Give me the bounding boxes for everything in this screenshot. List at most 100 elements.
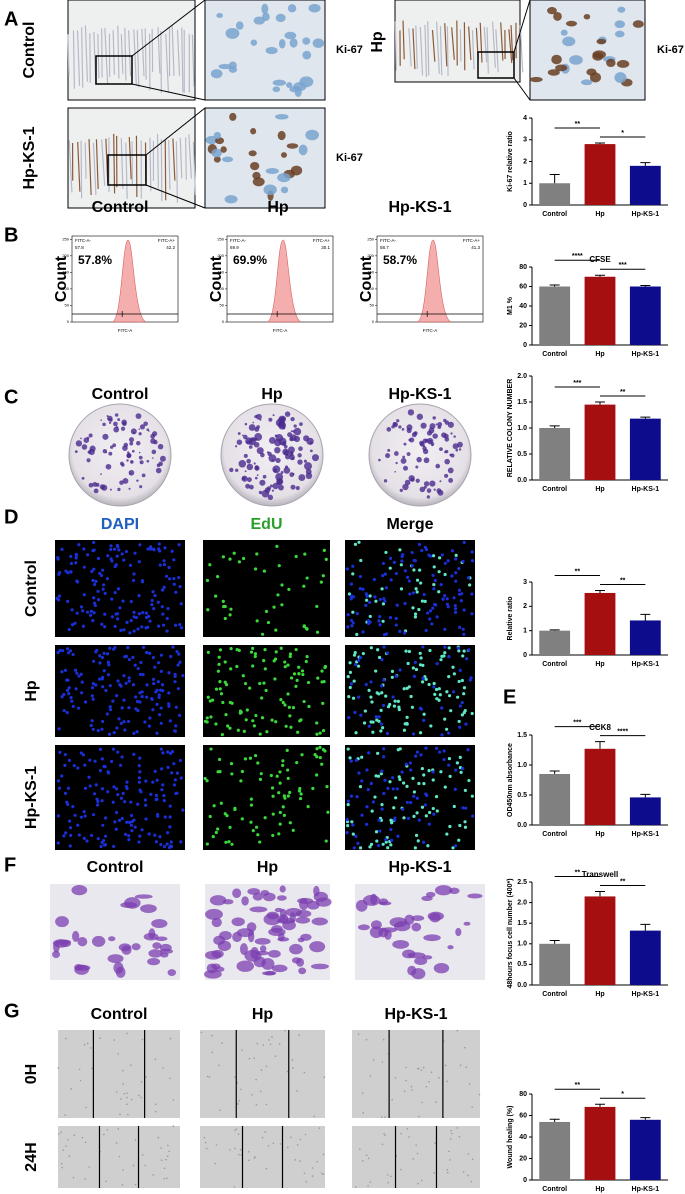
nucleus bbox=[313, 752, 317, 757]
group-title: Control bbox=[91, 1006, 148, 1023]
significance-label: ** bbox=[620, 878, 626, 885]
nucleus bbox=[136, 802, 140, 806]
cell-nucleus bbox=[253, 16, 265, 25]
nucleus bbox=[128, 631, 132, 635]
nucleus bbox=[238, 709, 243, 713]
nucleus bbox=[426, 611, 430, 615]
colony bbox=[282, 417, 285, 419]
wound-texture bbox=[86, 1042, 89, 1045]
nucleus bbox=[224, 683, 229, 687]
nucleus bbox=[455, 761, 459, 765]
nucleus bbox=[318, 745, 322, 749]
nucleus bbox=[302, 584, 306, 588]
nucleus bbox=[209, 747, 213, 751]
nucleus bbox=[154, 840, 159, 844]
nucleus bbox=[81, 753, 86, 757]
nucleus bbox=[89, 609, 93, 613]
nucleus bbox=[383, 572, 388, 576]
nucleus bbox=[431, 806, 435, 811]
colony bbox=[138, 451, 141, 454]
y-tick-label: 1.5 bbox=[517, 399, 527, 406]
nucleus bbox=[359, 558, 363, 563]
error-bar bbox=[549, 770, 560, 774]
nucleus bbox=[121, 791, 125, 796]
colony bbox=[152, 431, 158, 437]
wound-texture bbox=[434, 1142, 437, 1144]
tissue-gland bbox=[149, 137, 152, 192]
nucleus bbox=[437, 590, 441, 594]
wound-texture bbox=[381, 1143, 384, 1146]
colony bbox=[415, 465, 419, 469]
nucleus bbox=[464, 722, 468, 726]
colony bbox=[114, 413, 119, 417]
cell-nucleus bbox=[280, 152, 287, 158]
migrated-cell bbox=[299, 898, 309, 911]
nucleus bbox=[376, 648, 380, 652]
nucleus bbox=[376, 751, 380, 755]
nucleus bbox=[399, 587, 404, 591]
nucleus bbox=[357, 771, 361, 775]
flow-tick-label: 150 bbox=[367, 269, 374, 274]
panel-label: D bbox=[4, 506, 18, 528]
nucleus bbox=[369, 695, 373, 699]
wound-texture bbox=[72, 1176, 75, 1179]
nucleus bbox=[149, 545, 153, 549]
nucleus bbox=[179, 840, 183, 844]
nucleus bbox=[143, 720, 147, 724]
nucleus bbox=[431, 554, 436, 558]
nucleus bbox=[126, 645, 130, 650]
flow-tick-label: 50 bbox=[370, 303, 375, 308]
nucleus bbox=[463, 820, 467, 824]
wound-texture bbox=[261, 1136, 264, 1139]
nucleus bbox=[159, 721, 163, 725]
cell-nucleus bbox=[225, 27, 240, 39]
nucleus bbox=[398, 668, 402, 672]
nucleus bbox=[74, 687, 78, 691]
nucleus bbox=[64, 569, 68, 573]
bar bbox=[584, 896, 616, 985]
nucleus bbox=[156, 600, 160, 604]
nucleus bbox=[159, 653, 163, 657]
colony bbox=[117, 487, 121, 492]
nucleus bbox=[440, 706, 444, 710]
cell-nucleus bbox=[218, 63, 232, 70]
gate-value: 41.3 bbox=[471, 245, 480, 250]
nucleus bbox=[369, 646, 373, 650]
colony bbox=[415, 478, 420, 483]
nucleus bbox=[241, 674, 245, 678]
nucleus bbox=[419, 753, 423, 757]
colony bbox=[88, 433, 93, 438]
nucleus bbox=[258, 777, 263, 781]
wound-texture bbox=[421, 1101, 423, 1104]
significance-label: * bbox=[621, 1091, 624, 1098]
wound-texture bbox=[215, 1144, 218, 1146]
nucleus bbox=[80, 691, 84, 695]
nucleus bbox=[454, 579, 458, 583]
nucleus bbox=[157, 661, 161, 665]
nucleus bbox=[470, 711, 474, 716]
wound-texture bbox=[248, 1159, 250, 1162]
colony bbox=[256, 414, 258, 417]
colony bbox=[386, 427, 392, 432]
x-tick-label: Hp-KS-1 bbox=[632, 661, 660, 668]
colony bbox=[126, 459, 129, 462]
nucleus bbox=[289, 725, 293, 729]
nucleus bbox=[379, 708, 383, 712]
nucleus bbox=[272, 659, 276, 663]
wound-texture bbox=[221, 1042, 223, 1044]
tissue-gland bbox=[412, 28, 416, 70]
nucleus bbox=[91, 813, 96, 817]
migrated-cell bbox=[140, 904, 157, 913]
migrated-cell bbox=[289, 943, 303, 955]
migrated-cell bbox=[271, 964, 288, 973]
panel-label: B bbox=[4, 224, 18, 246]
colony bbox=[295, 485, 300, 491]
wound-texture bbox=[235, 1128, 238, 1130]
x-tick-label: Hp-KS-1 bbox=[632, 351, 660, 358]
nucleus bbox=[349, 682, 354, 686]
nucleus bbox=[399, 563, 403, 567]
flow-tick-label: 0 bbox=[372, 319, 375, 324]
nucleus bbox=[427, 768, 431, 773]
nucleus bbox=[56, 779, 61, 783]
nucleus bbox=[134, 707, 138, 711]
